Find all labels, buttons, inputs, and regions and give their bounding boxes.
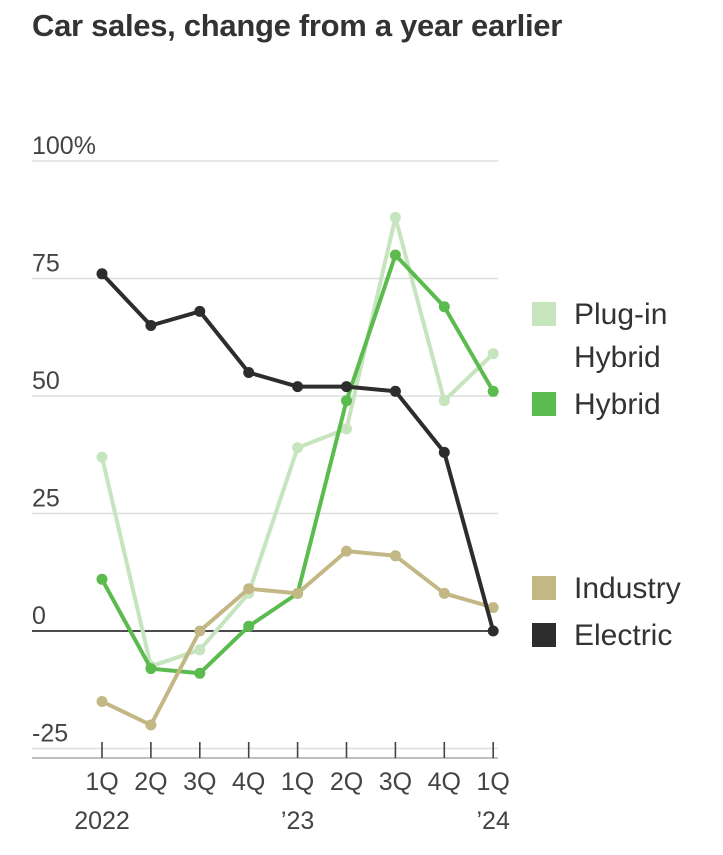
data-point-electric [96,268,108,280]
data-point-hybrid [341,395,352,407]
legend-label: Electric [574,619,672,652]
series-lines [96,211,499,731]
legend-item: Plug-in Hybrid [532,298,667,374]
chart-title: Car sales, change from a year earlier [32,8,562,43]
series-line-industry [100,549,496,727]
data-point-industry [341,545,352,557]
gridlines [32,160,498,750]
legend: Plug-in Hybrid Hybrid Industry Electric [532,298,681,652]
data-point-hybrid [145,663,157,675]
legend-item: Hybrid [532,388,661,421]
y-axis-ticks: 100% 75 50 25 0 -25 [32,132,96,748]
x-tick-label: 3Q [183,768,216,796]
x-tick-label: 4Q [428,768,461,796]
data-point-industry [487,602,499,613]
data-point-electric [341,381,352,393]
series-electric [96,268,499,637]
x-tick-year-label: ’23 [281,807,314,835]
data-point-plugin [389,211,401,223]
data-point-electric [438,446,450,458]
x-tick-label: 1Q [281,768,314,796]
data-point-plugin [341,423,352,435]
data-point-plugin [487,348,499,360]
data-point-industry [194,625,206,637]
data-point-plugin [96,451,108,463]
x-tick-year-label: ’24 [477,807,510,835]
series-line-hybrid [100,253,496,676]
data-point-industry [389,550,401,562]
x-tick-label: 2Q [330,768,363,796]
x-tick-label: 3Q [379,768,412,796]
series-hybrid [96,249,499,679]
data-point-electric [145,320,157,331]
data-point-industry [243,583,255,595]
x-tick-label: 4Q [232,768,265,796]
x-tick-year-label: 2022 [74,807,130,835]
y-tick-label: 100% [32,132,96,160]
legend-label: Industry [574,572,681,605]
legend-item: Industry [532,572,681,605]
data-point-industry [292,587,304,599]
legend-label: Hybrid [574,388,661,421]
y-tick-label: 0 [32,602,46,630]
data-point-electric [389,385,401,397]
data-point-plugin [194,644,206,656]
y-tick-label: 25 [32,485,60,513]
x-tick-label: 1Q [85,768,118,796]
y-tick-label: 50 [32,367,60,395]
data-point-electric [243,367,255,378]
data-point-industry [145,719,157,731]
legend-label: Hybrid [574,341,661,374]
data-point-hybrid [438,301,450,313]
data-point-hybrid [96,573,108,585]
data-point-hybrid [389,249,401,261]
x-tick-label: 1Q [477,768,510,796]
data-point-hybrid [487,385,499,397]
legend-swatch [532,302,556,326]
data-point-hybrid [194,667,206,679]
data-point-electric [292,381,304,393]
data-point-hybrid [243,620,255,632]
data-point-plugin [292,442,304,454]
legend-swatch [532,623,556,647]
series-industry [96,545,499,731]
legend-item: Electric [532,619,672,652]
x-tick-label: 2Q [134,768,167,796]
data-point-industry [96,696,108,707]
legend-swatch [532,576,556,600]
y-tick-label: -25 [32,720,68,748]
data-point-electric [194,305,206,317]
data-point-plugin [438,395,450,407]
legend-label: Plug-in [574,298,667,331]
data-point-electric [487,625,499,637]
legend-swatch [532,392,556,416]
y-tick-label: 75 [32,250,60,278]
data-point-industry [438,587,450,599]
